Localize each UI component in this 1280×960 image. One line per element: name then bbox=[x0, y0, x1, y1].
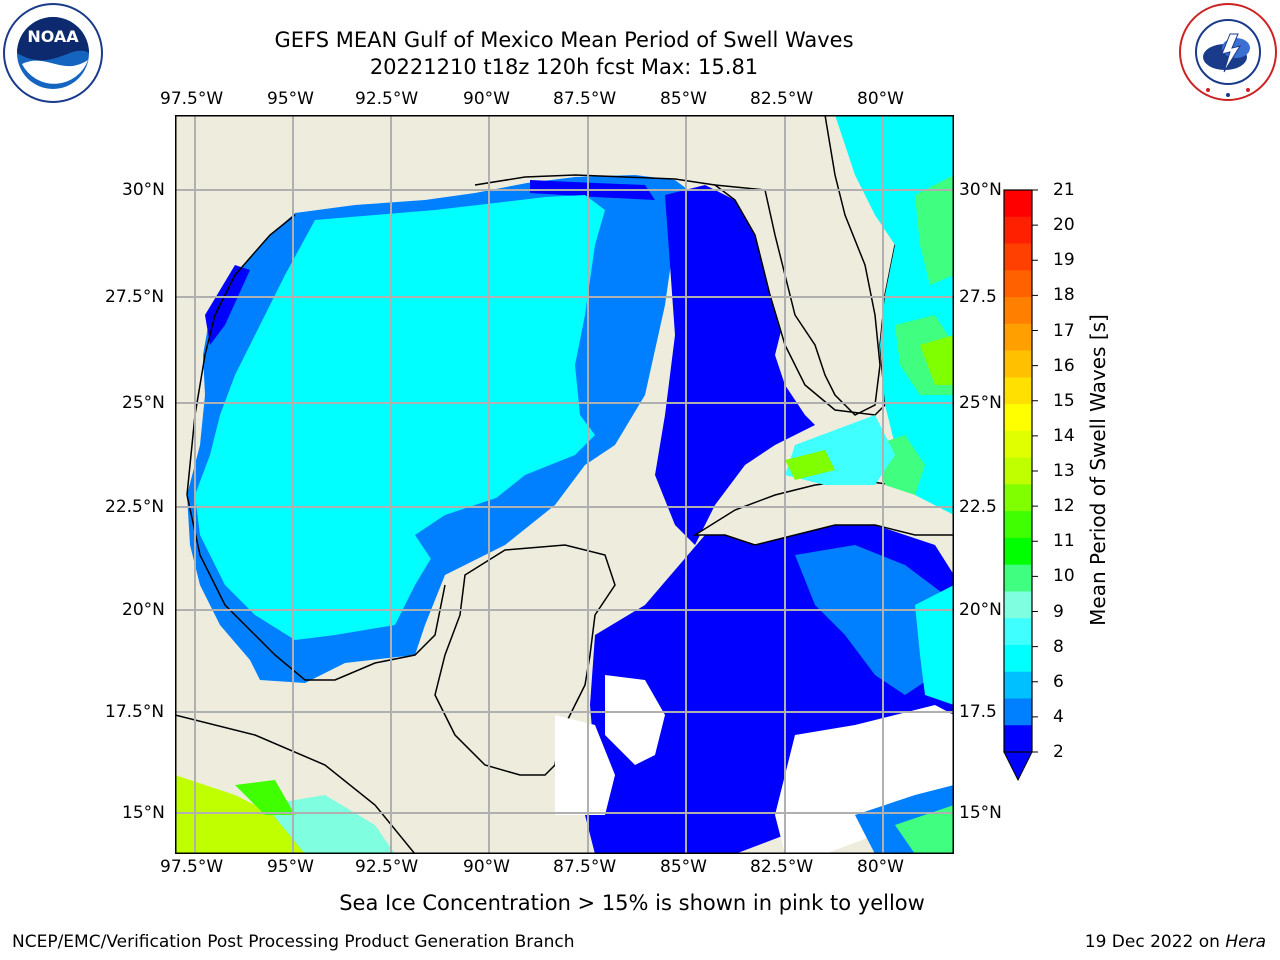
colorbar-band bbox=[1004, 457, 1032, 485]
pacific-mid-green bbox=[235, 780, 295, 815]
caribbean-high-period bbox=[915, 585, 954, 705]
colorbar-band bbox=[1004, 430, 1032, 459]
colorbar-tick-label: 17 bbox=[1053, 320, 1075, 341]
colorbar-tick-label: 11 bbox=[1053, 531, 1075, 552]
footer-host: Hera bbox=[1225, 932, 1266, 952]
colorbar-tick-label: 4 bbox=[1053, 706, 1064, 727]
colorbar-tick-label: 18 bbox=[1053, 285, 1075, 306]
noaa-logo-text: NOAA bbox=[27, 27, 79, 46]
colorbar-band bbox=[1004, 644, 1032, 673]
lon-label-top: 82.5°W bbox=[750, 89, 814, 109]
colorbar-band bbox=[1004, 484, 1032, 512]
lat-label-right: 30°N bbox=[959, 180, 1002, 200]
noaa-logo: NOAA bbox=[3, 3, 103, 103]
lon-label-bottom: 90°W bbox=[463, 857, 510, 877]
lat-label-left: 17.5°N bbox=[105, 702, 165, 722]
colorbar-tick-label: 6 bbox=[1053, 671, 1064, 692]
colorbar-frame bbox=[1003, 189, 1033, 753]
lat-label-right: 15°N bbox=[959, 803, 1002, 823]
lat-label-right: 27.5 bbox=[959, 287, 997, 307]
nws-logo bbox=[1179, 3, 1277, 101]
colorbar-extend-arrow bbox=[1003, 751, 1033, 782]
lon-label-bottom: 92.5°W bbox=[355, 857, 419, 877]
colorbar-tick-label: 9 bbox=[1053, 601, 1064, 622]
colorbar-band bbox=[1004, 698, 1032, 726]
lon-label-bottom: 82.5°W bbox=[750, 857, 814, 877]
gulf-west-edge bbox=[205, 265, 250, 345]
lon-label-top: 97.5°W bbox=[160, 89, 224, 109]
lat-label-right: 22.5 bbox=[959, 497, 997, 517]
lat-label-left: 22.5°N bbox=[105, 497, 165, 517]
cuba bbox=[692, 479, 954, 546]
caribbean-nodata-3 bbox=[555, 715, 615, 815]
colorbar-tick-label: 19 bbox=[1053, 250, 1075, 271]
lon-label-top: 80°W bbox=[857, 89, 904, 109]
lat-label-right: 25°N bbox=[959, 393, 1002, 413]
footer-left: NCEP/EMC/Verification Post Processing Pr… bbox=[12, 932, 575, 952]
chart-title: GEFS MEAN Gulf of Mexico Mean Period of … bbox=[274, 28, 854, 52]
lon-label-top: 87.5°W bbox=[553, 89, 617, 109]
footer-date: 19 Dec 2022 on bbox=[1084, 932, 1226, 952]
caribbean-nodata-1 bbox=[605, 675, 665, 765]
colorbar-band bbox=[1004, 725, 1032, 753]
colorbar-band bbox=[1004, 618, 1032, 646]
chart-subtitle: 20221210 t18z 120h fcst Max: 15.81 bbox=[369, 55, 759, 79]
sea-ice-note: Sea Ice Concentration > 15% is shown in … bbox=[339, 891, 925, 915]
lat-label-left: 27.5°N bbox=[105, 287, 165, 307]
colorbar-band bbox=[1004, 323, 1032, 352]
colorbar-tick-label: 10 bbox=[1053, 566, 1075, 587]
colorbar-band bbox=[1004, 377, 1032, 405]
lat-label-left: 30°N bbox=[122, 180, 165, 200]
atlantic-green-4 bbox=[920, 335, 954, 385]
colorbar-tick-label: 2 bbox=[1053, 742, 1064, 762]
colorbar-band bbox=[1004, 190, 1032, 218]
colorbar-tick-label: 12 bbox=[1053, 496, 1075, 517]
map-gridlines bbox=[175, 115, 954, 854]
colorbar-tick-label: 13 bbox=[1053, 461, 1075, 481]
pacific-green-area bbox=[175, 775, 305, 854]
colorbar-title: Mean Period of Swell Waves [s] bbox=[1086, 314, 1110, 626]
colorbar-band bbox=[1004, 671, 1032, 699]
straits-green bbox=[785, 450, 835, 480]
caribbean-mid-period bbox=[795, 545, 954, 695]
lat-label-left: 25°N bbox=[122, 393, 165, 413]
lon-label-top: 92.5°W bbox=[355, 89, 419, 109]
lon-label-bottom: 97.5°W bbox=[160, 857, 224, 877]
colorbar-tick-label: 21 bbox=[1053, 180, 1075, 200]
colorbar-band bbox=[1004, 350, 1032, 378]
colorbar-band bbox=[1004, 511, 1032, 539]
colorbar-band bbox=[1004, 404, 1032, 432]
gulf-high-period bbox=[195, 195, 605, 640]
map-frame bbox=[175, 115, 954, 854]
footer-right: 19 Dec 2022 on Hera bbox=[1085, 932, 1266, 952]
colorbar-tick-label: 16 bbox=[1053, 355, 1075, 376]
colorbar-band bbox=[1004, 243, 1032, 271]
atlantic-green-1 bbox=[915, 175, 954, 285]
lat-label-right: 20°N bbox=[959, 600, 1002, 620]
lon-label-bottom: 80°W bbox=[857, 857, 904, 877]
lon-label-top: 85°W bbox=[660, 89, 707, 109]
lon-label-bottom: 85°W bbox=[660, 857, 707, 877]
lon-label-bottom: 95°W bbox=[267, 857, 314, 877]
colorbar bbox=[1003, 189, 1038, 782]
lon-label-bottom: 87.5°W bbox=[553, 857, 617, 877]
pacific-cyan-area bbox=[265, 795, 395, 854]
colorbar-band bbox=[1004, 564, 1032, 592]
colorbar-tick-label: 14 bbox=[1053, 425, 1075, 446]
lat-label-right: 17.5 bbox=[959, 702, 997, 722]
lon-label-top: 90°W bbox=[463, 89, 510, 109]
colorbar-band bbox=[1004, 591, 1032, 619]
colorbar-band bbox=[1004, 270, 1032, 298]
colorbar-tick-label: 20 bbox=[1053, 215, 1075, 236]
colorbar-band bbox=[1004, 216, 1032, 245]
colorbar-tick-label: 8 bbox=[1053, 636, 1064, 657]
lon-label-top: 95°W bbox=[267, 89, 314, 109]
map-plot bbox=[175, 115, 954, 854]
colorbar-band bbox=[1004, 537, 1032, 566]
lat-label-left: 20°N bbox=[122, 600, 165, 620]
caribbean-sw-green bbox=[895, 805, 954, 854]
colorbar-tick-label: 15 bbox=[1053, 390, 1075, 411]
lat-label-left: 15°N bbox=[122, 803, 165, 823]
colorbar-band bbox=[1004, 297, 1032, 325]
